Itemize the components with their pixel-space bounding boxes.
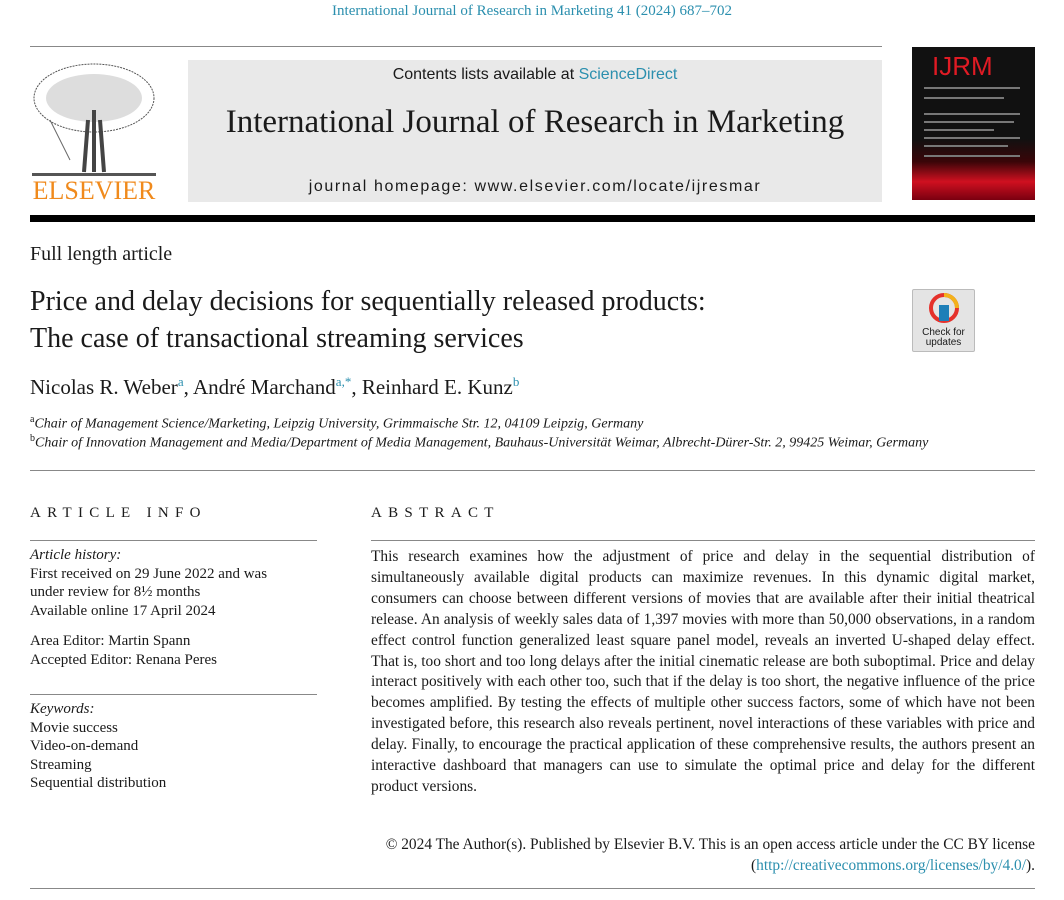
- abstract-heading: ABSTRACT: [371, 505, 500, 521]
- author-name[interactable]: Nicolas R. Weber: [30, 375, 178, 399]
- info-rule: [30, 540, 317, 541]
- section-rule: [30, 470, 1035, 471]
- copyright-end: ).: [1026, 856, 1035, 874]
- affiliation-text: Chair of Management Science/Marketing, L…: [34, 416, 644, 432]
- license-link[interactable]: http://creativecommons.org/licenses/by/4…: [756, 856, 1027, 874]
- check-updates-icon: [928, 293, 959, 323]
- author-name[interactable]: Reinhard E. Kunz: [361, 375, 513, 399]
- info-rule: [30, 694, 317, 695]
- contents-prefix: Contents lists available at: [392, 66, 579, 83]
- history-line: First received on 29 June 2022 and was: [30, 565, 268, 582]
- cover-logo: IJRM: [932, 51, 993, 81]
- running-header[interactable]: International Journal of Research in Mar…: [332, 3, 732, 19]
- title-line-2: The case of transactional streaming serv…: [30, 323, 524, 354]
- area-editor: Area Editor: Martin Spann: [30, 633, 191, 649]
- keyword: Movie success: [30, 719, 118, 736]
- history-label: Article history:: [30, 547, 122, 563]
- affiliation: bChair of Innovation Management and Medi…: [30, 433, 928, 452]
- accepted-editor: Accepted Editor: Renana Peres: [30, 651, 218, 668]
- journal-masthead: Contents lists available at ScienceDirec…: [188, 60, 882, 202]
- journal-title: International Journal of Research in Mar…: [225, 104, 845, 140]
- journal-cover-image[interactable]: IJRM: [912, 47, 1035, 200]
- badge-line-1: Check for: [922, 327, 965, 338]
- author-affiliation-link[interactable]: b: [512, 374, 520, 389]
- bottom-rule: [30, 888, 1035, 889]
- affiliation-text: Chair of Innovation Management and Media…: [35, 435, 929, 451]
- elsevier-logo[interactable]: ELSEVIER: [30, 60, 158, 205]
- keyword: Sequential distribution: [30, 775, 167, 791]
- elsevier-wordmark: ELSEVIER: [33, 176, 156, 202]
- title-line-1: Price and delay decisions for sequential…: [30, 286, 706, 317]
- keywords: Keywords: Movie success Video-on-demand …: [30, 700, 320, 793]
- keywords-label: Keywords:: [30, 701, 95, 717]
- keyword: Video-on-demand: [30, 738, 139, 754]
- journal-homepage[interactable]: journal homepage: www.elsevier.com/locat…: [308, 178, 762, 195]
- article-type: Full length article: [30, 243, 173, 265]
- author-affiliation-link[interactable]: a,*: [335, 374, 352, 389]
- author-name[interactable]: André Marchand: [192, 375, 336, 399]
- author-affiliation-link[interactable]: a: [177, 374, 184, 389]
- history-line: under review for 8½ months: [30, 584, 201, 600]
- author-list: Nicolas R. Webera, André Marchanda,*, Re…: [30, 374, 520, 399]
- check-for-updates-button[interactable]: Check for updates: [912, 289, 975, 352]
- article-info-heading: ARTICLE INFO: [30, 505, 207, 521]
- sciencedirect-link[interactable]: ScienceDirect: [578, 66, 678, 83]
- affiliation-label: b: [30, 433, 35, 444]
- abstract-text: This research examines how the adjustmen…: [371, 548, 1035, 795]
- affiliation-label: a: [30, 414, 35, 425]
- article-history: Article history: First received on 29 Ju…: [30, 546, 320, 669]
- keyword: Streaming: [30, 756, 92, 773]
- abstract-rule: [371, 540, 1035, 541]
- header-bar: [30, 215, 1035, 222]
- article-title: Price and delay decisions for sequential…: [30, 283, 706, 357]
- copyright-text: © 2024 The Author(s). Published by Elsev…: [385, 836, 1035, 874]
- history-line: Available online 17 April 2024: [30, 602, 216, 619]
- contents-line: Contents lists available at ScienceDirec…: [188, 66, 882, 84]
- badge-line-2: updates: [925, 337, 962, 348]
- top-rule: [30, 46, 882, 47]
- copyright-notice: © 2024 The Author(s). Published by Elsev…: [371, 835, 1035, 877]
- affiliation: aChair of Management Science/Marketing, …: [30, 414, 643, 433]
